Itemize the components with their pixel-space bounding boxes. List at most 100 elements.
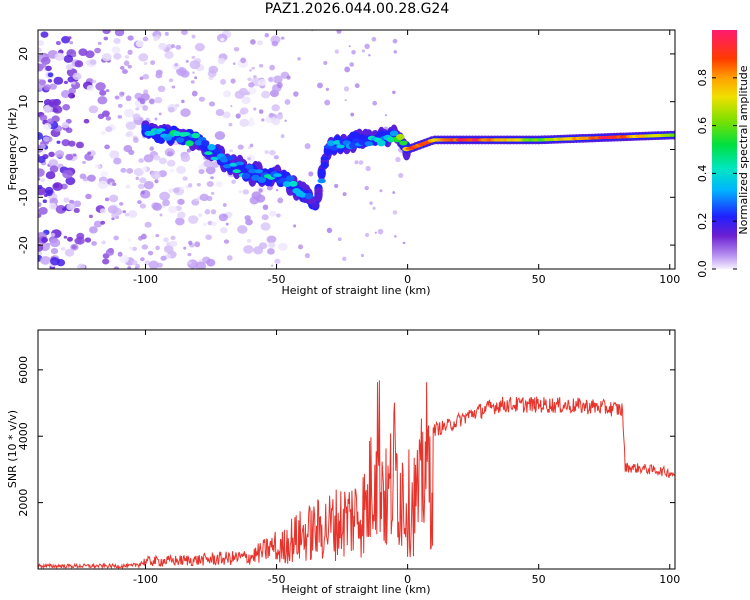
noise-speckle bbox=[358, 160, 364, 165]
noise-speckle bbox=[206, 180, 214, 187]
noise-speckle bbox=[69, 199, 75, 205]
noise-speckle bbox=[138, 158, 144, 163]
noise-speckle bbox=[98, 180, 108, 189]
ridge-segment bbox=[157, 128, 166, 132]
noise-speckle bbox=[280, 36, 285, 40]
noise-speckle bbox=[392, 90, 396, 95]
noise-speckle bbox=[249, 143, 254, 148]
noise-speckle bbox=[231, 179, 236, 185]
noise-speckle bbox=[238, 190, 243, 194]
snr-y-tick-label: 4000 bbox=[17, 422, 30, 450]
noise-speckle bbox=[162, 199, 170, 207]
noise-speckle bbox=[111, 46, 121, 54]
noise-speckle bbox=[113, 266, 120, 269]
noise-speckle bbox=[117, 103, 123, 108]
noise-speckle bbox=[323, 60, 328, 65]
colorbar: 0.0 0.2 0.4 0.6 0.8 Normalized spectral ampl… bbox=[696, 30, 750, 278]
noise-speckle bbox=[107, 205, 119, 214]
noise-speckle bbox=[271, 264, 274, 267]
noise-speckle bbox=[222, 90, 232, 98]
noise-speckle bbox=[164, 31, 169, 36]
noise-speckle bbox=[163, 237, 169, 243]
noise-speckle bbox=[198, 169, 205, 175]
ridge-segment bbox=[333, 140, 342, 145]
ridge-segment bbox=[175, 137, 185, 143]
noise-speckle bbox=[40, 255, 51, 265]
noise-speckle bbox=[141, 190, 145, 195]
noise-speckle bbox=[139, 177, 147, 184]
noise-speckle bbox=[239, 118, 250, 127]
noise-speckle bbox=[102, 110, 110, 117]
noise-speckle bbox=[368, 54, 371, 57]
ridge-segment bbox=[399, 140, 408, 146]
noise-speckle bbox=[118, 91, 125, 97]
noise-speckle bbox=[220, 37, 225, 42]
noise-speckle bbox=[117, 251, 123, 257]
noise-speckle bbox=[139, 76, 144, 81]
noise-speckle bbox=[326, 227, 333, 234]
noise-speckle bbox=[66, 63, 74, 71]
noise-speckle bbox=[63, 80, 68, 85]
noise-speckle bbox=[125, 132, 131, 137]
noise-speckle bbox=[369, 201, 373, 205]
noise-speckle bbox=[147, 250, 154, 256]
noise-speckle bbox=[77, 263, 86, 269]
noise-speckle bbox=[230, 78, 236, 84]
noise-speckle bbox=[273, 155, 279, 160]
noise-speckle bbox=[342, 192, 347, 197]
noise-speckle bbox=[125, 95, 132, 102]
ridge-segment bbox=[330, 146, 339, 151]
noise-speckle bbox=[261, 214, 269, 221]
noise-speckle bbox=[155, 245, 160, 251]
noise-speckle bbox=[38, 184, 43, 190]
noise-speckle bbox=[132, 137, 139, 143]
spectrogram-x-tick-label: 0 bbox=[404, 273, 411, 286]
noise-speckle bbox=[138, 53, 149, 62]
noise-speckle bbox=[124, 55, 130, 59]
noise-speckle bbox=[220, 227, 228, 234]
noise-speckle bbox=[264, 150, 269, 154]
noise-speckle bbox=[155, 72, 163, 79]
noise-speckle bbox=[62, 169, 74, 179]
noise-speckle bbox=[274, 258, 281, 264]
noise-speckle bbox=[177, 198, 185, 205]
noise-speckle bbox=[174, 63, 178, 67]
noise-speckle bbox=[360, 253, 365, 258]
noise-speckle bbox=[394, 235, 397, 238]
noise-speckle bbox=[166, 159, 176, 167]
noise-speckle bbox=[49, 83, 57, 90]
noise-speckle bbox=[304, 143, 311, 150]
noise-speckle bbox=[159, 191, 170, 201]
noise-speckle bbox=[180, 30, 188, 36]
ridge-segment bbox=[207, 143, 216, 151]
noise-speckle bbox=[75, 141, 84, 149]
noise-speckle bbox=[137, 200, 142, 205]
noise-speckle bbox=[38, 206, 48, 215]
noise-speckle bbox=[198, 96, 205, 102]
noise-speckle bbox=[38, 155, 46, 164]
noise-speckle bbox=[117, 114, 122, 119]
noise-speckle bbox=[245, 218, 253, 226]
ridge-segment bbox=[141, 124, 150, 131]
noise-speckle bbox=[40, 178, 46, 183]
noise-speckle bbox=[98, 165, 103, 169]
ridge-segment bbox=[251, 174, 260, 181]
noise-speckle bbox=[102, 30, 111, 35]
noise-speckle bbox=[235, 113, 241, 119]
noise-speckle bbox=[350, 112, 355, 117]
noise-speckle bbox=[304, 253, 310, 259]
noise-speckle bbox=[266, 235, 276, 244]
snr-panel: -100 -50 0 50 100 2000 4000 6000 Height of str… bbox=[6, 329, 680, 596]
noise-speckle bbox=[192, 71, 195, 74]
noise-speckle bbox=[196, 183, 201, 187]
snr-x-tick-label: 100 bbox=[659, 573, 680, 586]
noise-speckle bbox=[94, 47, 101, 54]
ridge-segment bbox=[298, 192, 307, 198]
noise-speckle bbox=[240, 57, 247, 64]
noise-speckle bbox=[334, 49, 339, 54]
noise-speckle bbox=[124, 212, 130, 217]
noise-speckle bbox=[261, 90, 271, 99]
noise-speckle bbox=[159, 213, 163, 217]
noise-speckle bbox=[48, 159, 59, 168]
